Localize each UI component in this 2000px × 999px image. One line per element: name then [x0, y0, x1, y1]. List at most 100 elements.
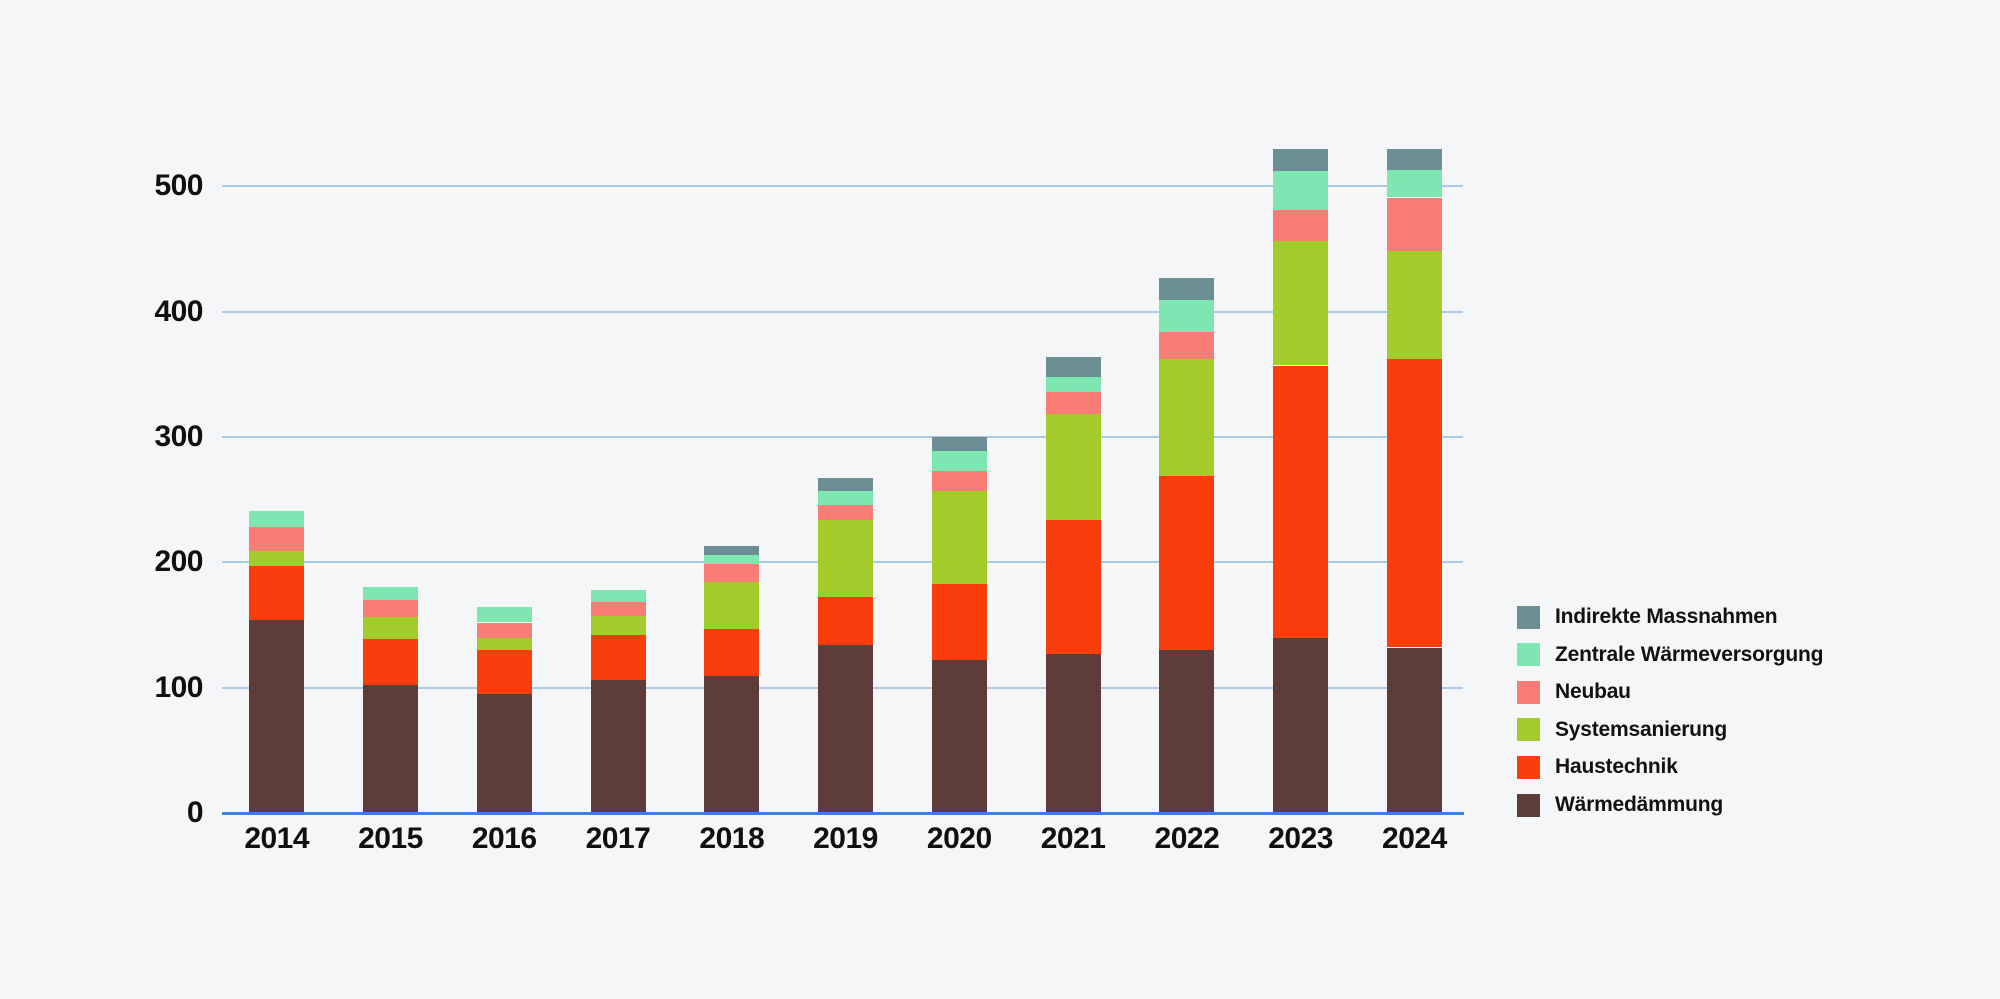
bar-2019-segment-zentrale-warmeversorgung — [818, 490, 873, 505]
y-tick-label-0: 0 — [186, 796, 204, 829]
bar-2016-segment-zentrale-warmeversorgung — [476, 607, 532, 623]
x-tick-label-2018: 2018 — [699, 822, 765, 855]
bar-2020-segment-neubau — [931, 470, 987, 491]
bar-2014-segment-haustechnik — [249, 566, 305, 620]
y-tick-label-400: 400 — [154, 294, 203, 328]
x-tick-label-2022: 2022 — [1154, 822, 1220, 855]
x-axis-zero-line — [222, 811, 1464, 815]
x-tick-label-2020: 2020 — [926, 822, 992, 855]
bar-2016-segment-systemsanierung — [476, 637, 532, 650]
bar-2020-segment-systemsanierung — [931, 490, 987, 584]
bar-2018-segment-warmedammung — [704, 676, 760, 813]
legend-swatch-systemsanierung — [1517, 718, 1540, 742]
legend-swatch-haustechnik — [1517, 755, 1540, 779]
bar-2019-segment-warmedammung — [818, 645, 873, 813]
bar-2019-segment-haustechnik — [818, 597, 873, 645]
bar-2018-segment-indirekte-massnahmen — [704, 546, 760, 555]
legend-label-neubau: Neubau — [1555, 680, 1631, 704]
bar-2016-segment-neubau — [476, 622, 532, 638]
bar-2022-segment-zentrale-warmeversorgung — [1159, 300, 1215, 332]
bar-2018-segment-zentrale-warmeversorgung — [704, 554, 760, 564]
y-tick-label-100: 100 — [154, 670, 203, 704]
bar-2024-segment-indirekte-massnahmen — [1386, 148, 1442, 170]
y-tick-label-200: 200 — [154, 545, 203, 579]
legend-label-haustechnik: Haustechnik — [1555, 755, 1678, 779]
legend-swatch-neubau — [1517, 680, 1540, 704]
bar-2019-segment-systemsanierung — [818, 519, 873, 598]
x-tick-label-2015: 2015 — [358, 822, 423, 855]
bar-2021-segment-neubau — [1045, 391, 1101, 415]
x-tick-label-2021: 2021 — [1040, 822, 1106, 855]
x-tick-label-2017: 2017 — [585, 822, 651, 855]
x-tick-label-2016: 2016 — [471, 822, 537, 855]
x-tick-label-2019: 2019 — [813, 822, 878, 855]
bar-2015-segment-zentrale-warmeversorgung — [363, 587, 418, 600]
legend-swatch-warmedammung — [1517, 793, 1540, 817]
bar-2017-segment-warmedammung — [590, 680, 646, 813]
gridline-400 — [222, 310, 1463, 313]
bar-2017-segment-neubau — [590, 602, 646, 617]
bar-2014-segment-zentrale-warmeversorgung — [249, 510, 305, 528]
bar-2024-segment-neubau — [1386, 197, 1442, 252]
x-tick-label-2023: 2023 — [1268, 822, 1333, 855]
legend-label-warmedammung: Wärmedämmung — [1555, 793, 1723, 816]
bar-2019-segment-neubau — [818, 504, 873, 520]
bar-2023-segment-warmedammung — [1273, 637, 1329, 813]
bar-2014-segment-warmedammung — [249, 619, 305, 813]
bar-2021-segment-systemsanierung — [1045, 414, 1101, 520]
legend-item-haustechnik: Haustechnik — [1517, 755, 1678, 779]
legend-label-systemsanierung: Systemsanierung — [1555, 717, 1728, 741]
bar-2022-segment-warmedammung — [1159, 650, 1215, 813]
bar-2023-segment-haustechnik — [1273, 365, 1329, 638]
legend-swatch-indirekte-massnahmen — [1517, 605, 1540, 629]
bar-2015-segment-systemsanierung — [363, 617, 418, 639]
bar-2014-segment-systemsanierung — [249, 551, 305, 566]
bar-2022-segment-neubau — [1159, 331, 1215, 360]
bar-2023-segment-zentrale-warmeversorgung — [1273, 171, 1329, 211]
bar-2023-segment-neubau — [1273, 210, 1329, 242]
bar-2018-segment-systemsanierung — [704, 582, 760, 629]
bar-2016-segment-warmedammung — [476, 693, 532, 813]
legend-item-warmedammung: Wärmedämmung — [1517, 793, 1723, 817]
x-tick-label-2014: 2014 — [244, 822, 310, 855]
bar-2017-segment-haustechnik — [590, 635, 646, 681]
bar-2020-segment-zentrale-warmeversorgung — [931, 450, 987, 471]
legend-item-systemsanierung: Systemsanierung — [1517, 718, 1727, 742]
legend-label-zentrale-warmeversorgung: Zentrale Wärmeversorgung — [1555, 642, 1824, 666]
legend-swatch-zentrale-warmeversorgung — [1517, 643, 1540, 667]
bar-2018-segment-neubau — [704, 563, 760, 583]
bar-2015-segment-warmedammung — [363, 685, 418, 813]
bar-2019-segment-indirekte-massnahmen — [818, 478, 873, 491]
bar-2018-segment-haustechnik — [704, 628, 760, 677]
x-tick-label-2024: 2024 — [1382, 822, 1447, 855]
bar-2020-segment-haustechnik — [931, 583, 987, 661]
bar-2016-segment-haustechnik — [476, 650, 532, 694]
bar-2014-segment-neubau — [249, 527, 305, 551]
y-tick-label-300: 300 — [154, 419, 203, 453]
y-tick-label-500: 500 — [154, 169, 203, 203]
bar-2020-segment-warmedammung — [931, 660, 987, 813]
bar-2022-segment-haustechnik — [1159, 475, 1215, 651]
bar-2021-segment-zentrale-warmeversorgung — [1045, 376, 1101, 392]
bar-2017-segment-zentrale-warmeversorgung — [590, 589, 646, 603]
bar-2024-segment-warmedammung — [1386, 647, 1442, 813]
gridline-300 — [222, 435, 1463, 438]
legend-item-zentrale-warmeversorgung: Zentrale Wärmeversorgung — [1517, 643, 1823, 667]
legend-label-indirekte-massnahmen: Indirekte Massnahmen — [1555, 605, 1778, 628]
bar-2023-segment-indirekte-massnahmen — [1273, 148, 1329, 172]
bar-2021-segment-warmedammung — [1045, 653, 1101, 813]
bar-2023-segment-systemsanierung — [1273, 241, 1329, 366]
bar-2015-segment-neubau — [363, 599, 418, 618]
bar-2015-segment-haustechnik — [363, 638, 418, 686]
bar-2022-segment-systemsanierung — [1159, 359, 1215, 476]
legend-item-neubau: Neubau — [1517, 680, 1631, 704]
bar-2024-segment-haustechnik — [1386, 359, 1442, 648]
bar-2021-segment-haustechnik — [1045, 519, 1101, 654]
legend-item-indirekte-massnahmen: Indirekte Massnahmen — [1517, 605, 1778, 629]
gridline-500 — [222, 185, 1463, 188]
bar-2020-segment-indirekte-massnahmen — [931, 436, 987, 451]
bar-2021-segment-indirekte-massnahmen — [1045, 356, 1101, 377]
bar-2017-segment-systemsanierung — [590, 616, 646, 635]
bar-2022-segment-indirekte-massnahmen — [1159, 277, 1215, 301]
